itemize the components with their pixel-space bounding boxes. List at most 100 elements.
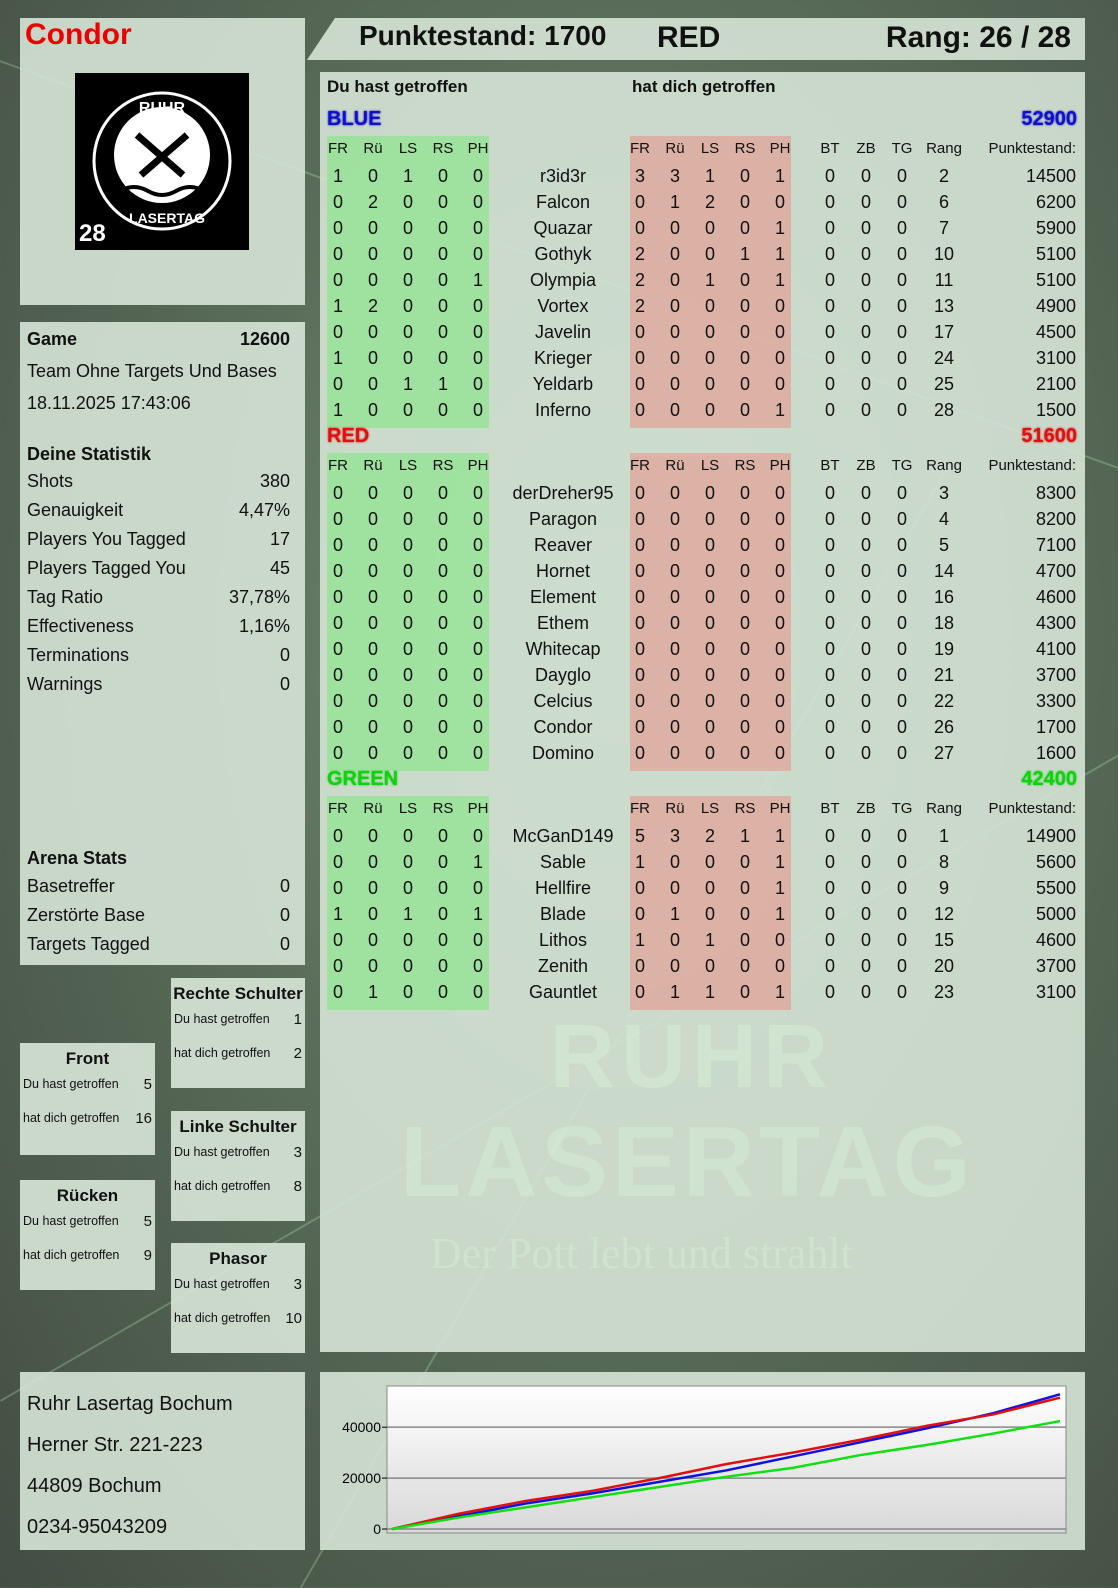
player-name[interactable]: Gauntlet xyxy=(529,982,597,1003)
hit-you-cell: 2 xyxy=(635,244,645,265)
you-hit-cell: 0 xyxy=(473,930,483,951)
player-name[interactable]: derDreher95 xyxy=(512,483,613,504)
player-name[interactable]: Vortex xyxy=(537,296,588,317)
you-hit-cell: 0 xyxy=(403,691,413,712)
you-hit-cell: 0 xyxy=(333,691,343,712)
bt-cell: 0 xyxy=(825,322,835,343)
player-name[interactable]: Domino xyxy=(532,743,594,764)
player-name[interactable]: Zenith xyxy=(538,956,588,977)
rank-cell: 9 xyxy=(939,878,949,899)
column-header: FR xyxy=(630,140,650,157)
hit-you-cell: 0 xyxy=(775,296,785,317)
score-cell: 14500 xyxy=(1026,166,1076,187)
you-hit-cell: 0 xyxy=(403,218,413,239)
hit-you-cell: 0 xyxy=(705,956,715,977)
hit-you-cell: 0 xyxy=(635,218,645,239)
player-name[interactable]: Ethem xyxy=(537,613,589,634)
column-header: FR xyxy=(630,457,650,474)
hit-you-cell: 0 xyxy=(775,587,785,608)
you-hit-cell: 0 xyxy=(403,483,413,504)
player-name[interactable]: Javelin xyxy=(535,322,591,343)
player-name[interactable]: Olympia xyxy=(530,270,596,291)
player-name[interactable]: Inferno xyxy=(535,400,591,421)
column-header: LS xyxy=(399,457,417,474)
hit-you-cell: 0 xyxy=(775,483,785,504)
you-hit-cell: 0 xyxy=(473,483,483,504)
address: Ruhr Lasertag Bochum Herner Str. 221-223… xyxy=(27,1384,233,1548)
player-name[interactable]: Falcon xyxy=(536,192,590,213)
player-name[interactable]: r3id3r xyxy=(540,166,586,187)
hit-you-cell: 0 xyxy=(775,613,785,634)
you-hit-cell: 0 xyxy=(333,244,343,265)
hit-zone-title: Front xyxy=(20,1049,155,1069)
player-name[interactable]: Element xyxy=(530,587,596,608)
player-name[interactable]: Blade xyxy=(540,904,586,925)
you-hit-cell: 0 xyxy=(473,717,483,738)
hit-you-cell: 0 xyxy=(740,535,750,556)
you-hit-cell: 0 xyxy=(473,296,483,317)
player-name[interactable]: Celcius xyxy=(533,691,592,712)
hit-you-cell: 0 xyxy=(740,166,750,187)
column-header: FR xyxy=(328,457,348,474)
stat-value: 45 xyxy=(270,558,290,579)
hit-you-cell: 0 xyxy=(705,509,715,530)
hit-you-cell: 0 xyxy=(740,743,750,764)
player-name[interactable]: Gothyk xyxy=(534,244,591,265)
badge-number: 28 xyxy=(79,220,106,247)
column-header: BT xyxy=(820,800,839,817)
column-header: Rang xyxy=(926,800,962,817)
zb-cell: 0 xyxy=(861,878,871,899)
you-hit-cell: 0 xyxy=(473,535,483,556)
player-name[interactable]: Sable xyxy=(540,852,586,873)
you-hit-cell: 0 xyxy=(368,509,378,530)
stat-label: Players You Tagged xyxy=(27,529,186,550)
rank-cell: 14 xyxy=(934,561,954,582)
bt-cell: 0 xyxy=(825,743,835,764)
rank-cell: 13 xyxy=(934,296,954,317)
player-name[interactable]: Quazar xyxy=(533,218,592,239)
arena-stat-label: Zerstörte Base xyxy=(27,905,145,926)
player-name[interactable]: Paragon xyxy=(529,509,597,530)
you-hit-cell: 0 xyxy=(403,296,413,317)
player-name[interactable]: McGanD149 xyxy=(512,826,613,847)
column-header: PH xyxy=(770,800,791,817)
game-score: 12600 xyxy=(240,329,290,350)
you-hit-cell: 0 xyxy=(403,743,413,764)
stat-label: Effectiveness xyxy=(27,616,134,637)
player-name[interactable]: Dayglo xyxy=(535,665,591,686)
hit-you-cell: 0 xyxy=(775,665,785,686)
player-name[interactable]: Lithos xyxy=(539,930,587,951)
you-hit-cell: 0 xyxy=(333,982,343,1003)
player-name[interactable]: Yeldarb xyxy=(533,374,593,395)
you-hit-cell: 2 xyxy=(368,296,378,317)
hit-you-cell: 0 xyxy=(740,639,750,660)
player-name[interactable]: Whitecap xyxy=(525,639,600,660)
you-hit-cell: 0 xyxy=(438,587,448,608)
score-cell: 4600 xyxy=(1036,930,1076,951)
hit-you-cell: 0 xyxy=(740,852,750,873)
hit-you-label: hat dich getroffen xyxy=(174,1311,270,1325)
column-header: PH xyxy=(468,457,489,474)
header-bar: Punktestand: 1700 RED Rang: 26 / 28 xyxy=(307,18,1085,60)
player-name[interactable]: Reaver xyxy=(534,535,592,556)
you-hit-value: 5 xyxy=(144,1213,152,1230)
you-hit-cell: 1 xyxy=(368,982,378,1003)
hit-you-cell: 0 xyxy=(775,956,785,977)
bt-cell: 0 xyxy=(825,587,835,608)
player-name[interactable]: Condor xyxy=(533,717,592,738)
column-header: Rü xyxy=(363,140,382,157)
player-name[interactable]: Krieger xyxy=(534,348,592,369)
you-hit-cell: 0 xyxy=(438,956,448,977)
you-hit-cell: 0 xyxy=(473,561,483,582)
player-name[interactable]: Hellfire xyxy=(535,878,591,899)
bt-cell: 0 xyxy=(825,192,835,213)
you-hit-cell: 0 xyxy=(473,218,483,239)
you-hit-cell: 0 xyxy=(473,348,483,369)
player-name[interactable]: Hornet xyxy=(536,561,590,582)
stat-label: Shots xyxy=(27,471,73,492)
y-tick-label: 20000 xyxy=(342,1470,381,1486)
hit-you-cell: 0 xyxy=(705,878,715,899)
hit-you-cell: 0 xyxy=(705,717,715,738)
hit-you-cell: 1 xyxy=(635,852,645,873)
